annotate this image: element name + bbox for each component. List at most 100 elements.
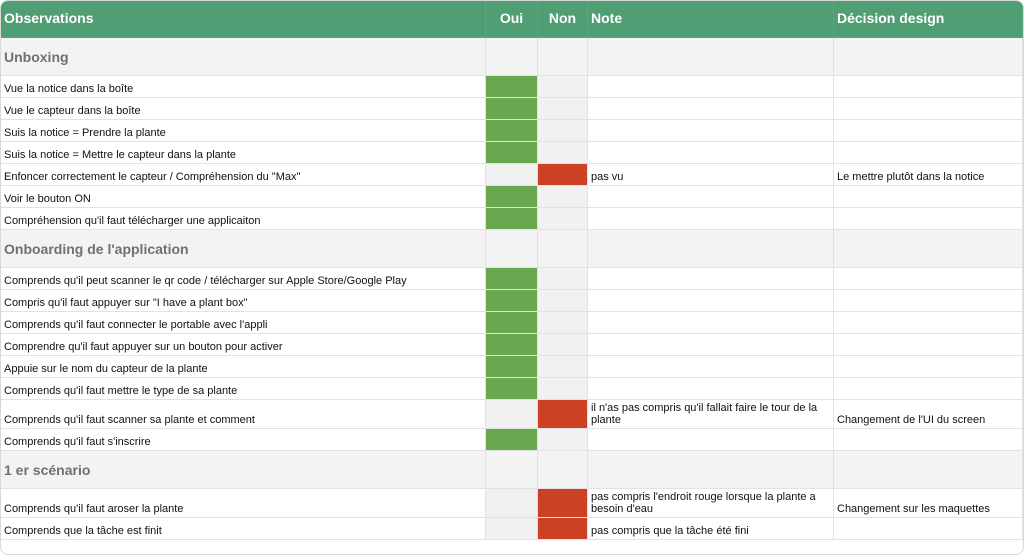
observation: Compréhension qu'il faut télécharger une… [1,208,486,230]
section-row: Onboarding de l'application [1,230,1023,268]
note [588,208,834,230]
oui-cell [486,208,538,230]
decision: Changement de l'UI du screen [834,400,1023,429]
observation: Comprends qu'il faut mettre le type de s… [1,378,486,400]
non-cell [538,76,588,98]
non-cell [538,290,588,312]
oui-cell [486,186,538,208]
oui-cell [486,98,538,120]
decision [834,378,1023,400]
data-row: Compréhension qu'il faut télécharger une… [1,208,1023,230]
data-row: Comprends qu'il faut s'inscrire [1,429,1023,451]
empty-cell [834,38,1023,76]
note [588,334,834,356]
empty-cell [588,38,834,76]
empty-cell [486,451,538,489]
oui-cell [486,142,538,164]
non-cell [538,518,588,540]
decision [834,518,1023,540]
decision [834,76,1023,98]
empty-cell [486,38,538,76]
non-cell [538,489,588,518]
data-row: Vue le capteur dans la boîte [1,98,1023,120]
note [588,312,834,334]
decision [834,334,1023,356]
non-cell [538,378,588,400]
oui-cell [486,312,538,334]
note [588,76,834,98]
observation: Compris qu'il faut appuyer sur "I have a… [1,290,486,312]
oui-cell [486,164,538,186]
section-title: 1 er scénario [1,451,486,489]
decision [834,312,1023,334]
observation: Voir le bouton ON [1,186,486,208]
data-row: Enfoncer correctement le capteur / Compr… [1,164,1023,186]
oui-cell [486,268,538,290]
decision [834,142,1023,164]
oui-cell [486,120,538,142]
non-cell [538,312,588,334]
oui-cell [486,290,538,312]
oui-cell [486,334,538,356]
oui-cell [486,356,538,378]
empty-cell [588,451,834,489]
observation: Suis la notice = Mettre le capteur dans … [1,142,486,164]
decision: Changement sur les maquettes [834,489,1023,518]
decision [834,208,1023,230]
note: il n'as pas compris qu'il fallait faire … [588,400,834,429]
non-cell [538,208,588,230]
oui-cell [486,400,538,429]
oui-cell [486,429,538,451]
decision [834,429,1023,451]
observation: Appuie sur le nom du capteur de la plant… [1,356,486,378]
data-row: Comprends que la tâche est finit pas comp… [1,518,1023,540]
oui-cell [486,76,538,98]
decision [834,120,1023,142]
decision [834,186,1023,208]
header-cell: Observations [1,1,486,38]
empty-cell [538,230,588,268]
non-cell [538,334,588,356]
note: pas vu [588,164,834,186]
empty-cell [834,230,1023,268]
data-row: Voir le bouton ON [1,186,1023,208]
data-row: Comprends qu'il faut mettre le type de s… [1,378,1023,400]
section-row: Unboxing [1,38,1023,76]
header-cell: Non [538,1,588,38]
data-row: Compris qu'il faut appuyer sur "I have a… [1,290,1023,312]
header-cell: Oui [486,1,538,38]
decision [834,98,1023,120]
data-row: Comprends qu'il faut aroser la plante pas… [1,489,1023,518]
observation: Comprends qu'il faut connecter le portab… [1,312,486,334]
empty-cell [588,230,834,268]
non-cell [538,268,588,290]
decision [834,290,1023,312]
note [588,356,834,378]
decision [834,356,1023,378]
oui-cell [486,378,538,400]
data-row: Suis la notice = Prendre la plante [1,120,1023,142]
non-cell [538,356,588,378]
decision [834,268,1023,290]
note [588,98,834,120]
observation: Vue la notice dans la boîte [1,76,486,98]
empty-cell [486,230,538,268]
observation: Comprends qu'il faut scanner sa plante e… [1,400,486,429]
oui-cell [486,518,538,540]
non-cell [538,400,588,429]
observation: Enfoncer correctement le capteur / Compr… [1,164,486,186]
note [588,290,834,312]
observation: Comprends qu'il peut scanner le qr code … [1,268,486,290]
note: pas compris que la tâche été fini [588,518,834,540]
data-row: Comprends qu'il faut connecter le portab… [1,312,1023,334]
section-row: 1 er scénario [1,451,1023,489]
observation: Comprends que la tâche est finit [1,518,486,540]
header-cell: Note [588,1,834,38]
non-cell [538,164,588,186]
observation: Comprendre qu'il faut appuyer sur un bou… [1,334,486,356]
data-row: Comprends qu'il peut scanner le qr code … [1,268,1023,290]
note [588,142,834,164]
observation: Suis la notice = Prendre la plante [1,120,486,142]
observation: Vue le capteur dans la boîte [1,98,486,120]
